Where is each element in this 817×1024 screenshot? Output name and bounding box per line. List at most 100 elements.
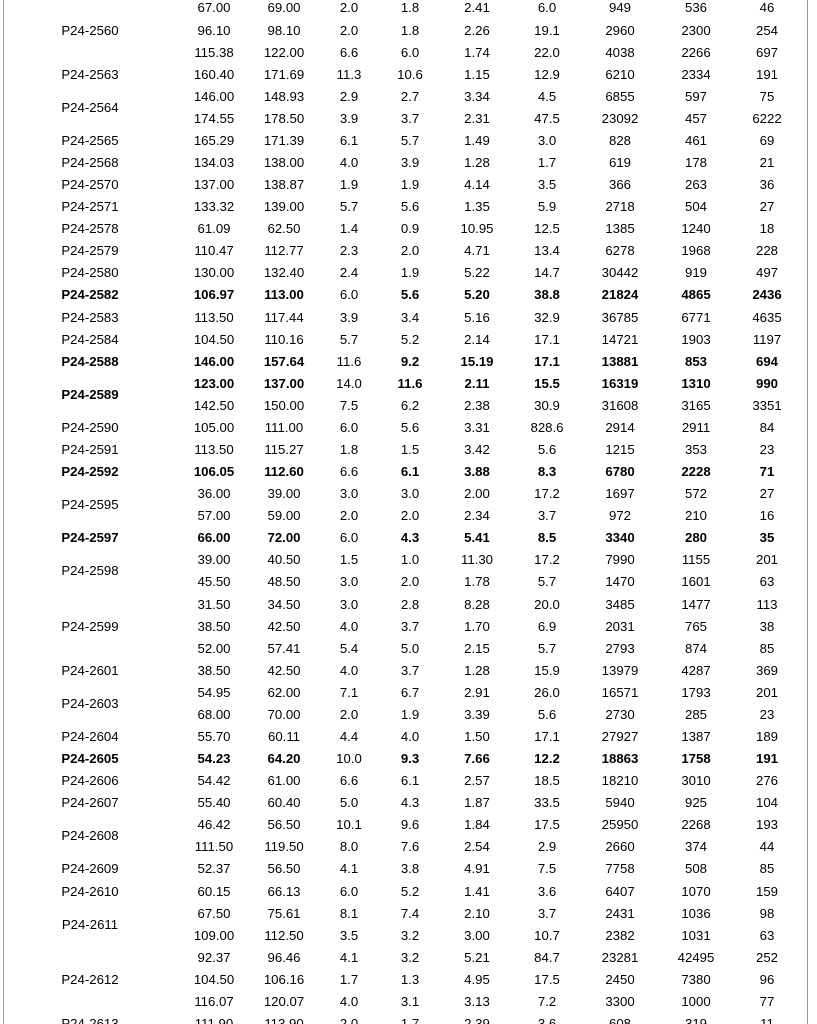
table-row: 57.00 59.00 2.0 2.0 2.34 3.7 972 210 16 bbox=[0, 505, 800, 527]
sample-id-cell: P24-2579 bbox=[61, 243, 119, 259]
table-cell-value-8: 1070 bbox=[681, 883, 711, 899]
table-cell-value-5: 2.15 bbox=[464, 640, 490, 656]
table-cell-value-6: 19.1 bbox=[534, 22, 560, 38]
table-cell-value-3: 5.7 bbox=[339, 331, 359, 347]
table-cell-value-7: 2914 bbox=[605, 419, 635, 435]
table-cell-value-5: 2.31 bbox=[464, 110, 490, 126]
table-cell-value-2: 62.50 bbox=[267, 221, 301, 237]
table-cell-value-4: 3.1 bbox=[400, 993, 420, 1009]
table-cell-value-8: 1000 bbox=[681, 993, 711, 1009]
table-cell-value-3: 5.0 bbox=[339, 795, 359, 811]
table-cell-value-4: 2.0 bbox=[400, 574, 420, 590]
table-cell-value-9: 21 bbox=[759, 154, 775, 170]
table-cell-value-5: 3.34 bbox=[464, 88, 490, 104]
table-cell-value-3: 4.0 bbox=[339, 154, 359, 170]
table-cell-value-5: 5.21 bbox=[464, 949, 490, 965]
table-cell-value-7: 5940 bbox=[605, 795, 635, 811]
table-cell-value-9: 18 bbox=[759, 221, 775, 237]
table-row: P24-2601 38.50 42.50 4.0 3.7 1.28 15.9 13979 428… bbox=[0, 659, 800, 681]
table-cell-value-3: 3.5 bbox=[339, 927, 359, 943]
table-cell-value-6: 10.7 bbox=[534, 927, 560, 943]
table-cell-value-2: 69.00 bbox=[267, 0, 301, 16]
table-cell-value-5: 5.41 bbox=[464, 530, 490, 546]
table-cell-value-2: 171.39 bbox=[263, 132, 305, 148]
table-cell-value-4: 5.6 bbox=[400, 419, 420, 435]
sample-id-cell: P24-2584 bbox=[61, 331, 119, 347]
table-cell-value-1: 57.00 bbox=[197, 508, 231, 524]
table-cell-value-9: 159 bbox=[755, 883, 778, 899]
table-cell-value-4: 2.7 bbox=[400, 88, 420, 104]
table-row: 116.07 120.07 4.0 3.1 3.13 7.2 3300 1000 77 bbox=[0, 991, 800, 1013]
table-cell-value-3: 4.1 bbox=[339, 949, 359, 965]
table-cell-value-2: 96.46 bbox=[267, 949, 301, 965]
sample-id-cell: P24-2613 bbox=[61, 1016, 119, 1024]
table-row: P24-2570 137.00 138.87 1.9 1.9 4.14 3.5 366 263 3… bbox=[0, 174, 800, 196]
table-cell-value-8: 536 bbox=[684, 0, 707, 16]
table-cell-value-9: 276 bbox=[755, 773, 778, 789]
table-cell-value-7: 18210 bbox=[601, 773, 639, 789]
table-cell-value-7: 7758 bbox=[605, 861, 635, 877]
table-cell-value-4: 7.6 bbox=[400, 839, 420, 855]
table-cell-value-6: 13.4 bbox=[534, 243, 560, 259]
table-cell-value-5: 1.15 bbox=[464, 66, 490, 82]
table-cell-value-3: 6.6 bbox=[339, 773, 359, 789]
table-cell-value-7: 18863 bbox=[601, 751, 639, 767]
table-cell-value-2: 117.44 bbox=[264, 309, 304, 325]
table-cell-value-9: 46 bbox=[759, 0, 775, 16]
table-cell-value-3: 6.0 bbox=[339, 419, 359, 435]
table-cell-value-6: 17.1 bbox=[534, 353, 560, 369]
table-cell-value-3: 2.0 bbox=[339, 706, 359, 722]
table-cell-value-5: 2.54 bbox=[464, 839, 490, 855]
table-row: P24-2592 106.05 112.60 6.6 6.1 3.88 8.3 6780 222… bbox=[0, 461, 800, 483]
table-row: P24-2589 123.00 137.00 14.0 11.6 2.11 15.5 1631… bbox=[0, 372, 800, 401]
table-cell-value-5: 3.39 bbox=[464, 706, 490, 722]
table-cell-value-8: 457 bbox=[684, 110, 707, 126]
sample-id-cell: P24-2607 bbox=[61, 795, 119, 811]
table-cell-value-5: 1.50 bbox=[464, 729, 490, 745]
table-cell-value-1: 54.95 bbox=[197, 684, 231, 700]
table-cell-value-6: 15.9 bbox=[534, 662, 560, 678]
table-cell-value-1: 52.00 bbox=[197, 640, 231, 656]
table-cell-value-5: 8.28 bbox=[464, 596, 490, 612]
table-cell-value-1: 133.32 bbox=[193, 199, 235, 215]
table-cell-value-4: 11.6 bbox=[397, 375, 423, 391]
table-cell-value-2: 42.50 bbox=[267, 662, 301, 678]
table-cell-value-5: 10.95 bbox=[460, 221, 494, 237]
table-row: P24-2611 67.50 75.61 8.1 7.4 2.10 3.7 2431 1036 9… bbox=[0, 902, 800, 931]
table-cell-value-5: 4.95 bbox=[464, 971, 490, 987]
table-cell-value-8: 2334 bbox=[681, 66, 711, 82]
table-cell-value-8: 42495 bbox=[677, 949, 715, 965]
sample-id-cell: P24-2604 bbox=[61, 729, 119, 745]
table-cell-value-3: 6.6 bbox=[339, 44, 359, 60]
table-cell-value-2: 157.64 bbox=[263, 353, 305, 369]
table-row: P24-2610 60.15 66.13 6.0 5.2 1.41 3.6 6407 1070 1… bbox=[0, 880, 800, 902]
table-cell-value-7: 2382 bbox=[605, 927, 635, 943]
table-cell-value-3: 5.7 bbox=[339, 199, 359, 215]
table-cell-value-9: 201 bbox=[755, 684, 778, 700]
table-cell-value-7: 2960 bbox=[605, 22, 635, 38]
table-row: P24-2564 146.00 148.93 2.9 2.7 3.34 4.5 6855 597… bbox=[0, 85, 800, 114]
table-cell-value-5: 3.00 bbox=[464, 927, 490, 943]
sample-id-cell: P24-2590 bbox=[61, 419, 119, 435]
table-cell-value-1: 113.50 bbox=[194, 442, 234, 457]
table-cell-value-2: 150.00 bbox=[263, 397, 305, 413]
table-cell-value-1: 67.00 bbox=[197, 0, 231, 16]
table-cell-value-3: 6.0 bbox=[339, 530, 359, 546]
table-cell-value-5: 2.91 bbox=[464, 684, 490, 700]
table-row: 68.00 70.00 2.0 1.9 3.39 5.6 2730 285 23 bbox=[0, 704, 800, 726]
table-row: P24-2560 96.10 98.10 2.0 1.8 2.26 19.1 2960 2300… bbox=[0, 19, 800, 41]
table-cell-value-1: 46.42 bbox=[197, 817, 231, 833]
sample-id-cell: P24-2571 bbox=[61, 199, 119, 215]
table-cell-value-4: 1.9 bbox=[400, 265, 420, 281]
table-cell-value-9: 96 bbox=[759, 971, 775, 987]
table-cell-value-8: 3010 bbox=[681, 773, 711, 789]
table-cell-value-7: 366 bbox=[608, 177, 631, 193]
table-row: P24-2597 66.00 72.00 6.0 4.3 5.41 8.5 3340 280 35 bbox=[0, 527, 800, 549]
table-cell-value-2: 139.00 bbox=[263, 199, 305, 215]
table-cell-value-3: 5.4 bbox=[339, 640, 359, 656]
table-cell-value-9: 104 bbox=[755, 795, 778, 811]
table-cell-value-2: 148.93 bbox=[263, 88, 305, 104]
table-cell-value-1: 96.10 bbox=[197, 22, 231, 38]
sample-id-cell: P24-2582 bbox=[61, 287, 119, 303]
table-cell-value-7: 21824 bbox=[601, 287, 639, 303]
